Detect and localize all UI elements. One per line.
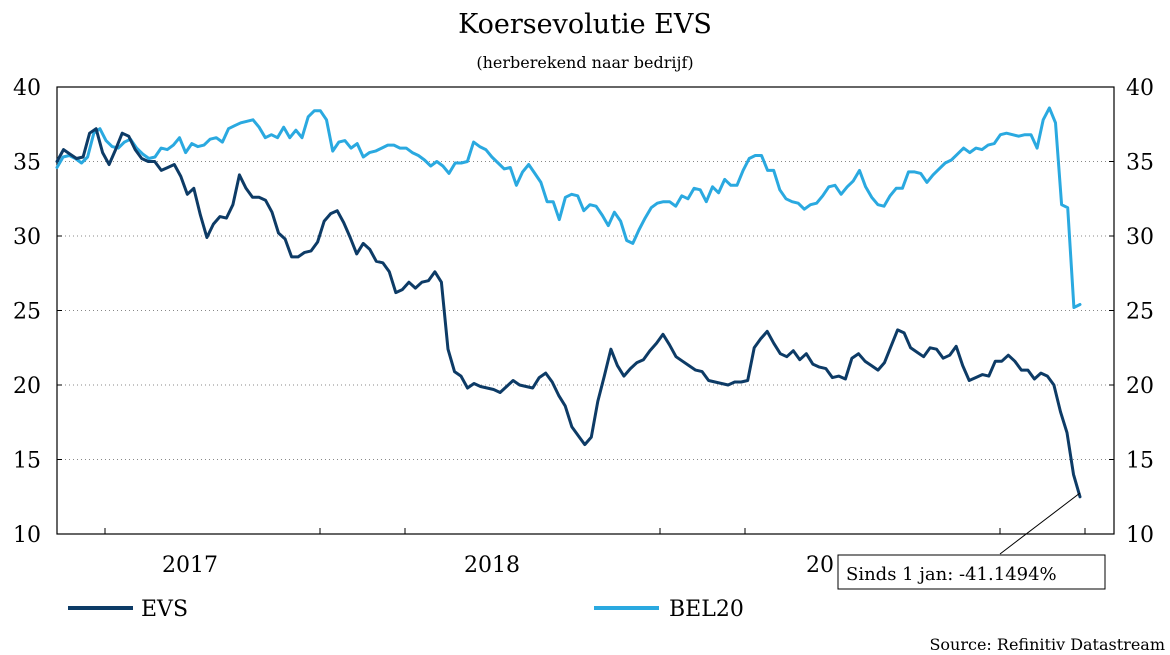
y-tick-label-right: 15	[1126, 449, 1154, 474]
y-tick-label-left: 10	[13, 523, 41, 548]
annotation-box	[837, 554, 1106, 590]
source-note: Source: Refinitiv Datastream	[929, 635, 1165, 654]
x-axis: 2017 2018 20	[104, 528, 1086, 578]
gridlines	[57, 161, 1114, 460]
y-tick-label-left: 25	[13, 300, 41, 325]
y-tick-label-right: 25	[1126, 300, 1154, 325]
legend-label-bel20: BEL20	[669, 597, 744, 622]
y-tick-label-right: 35	[1126, 151, 1154, 176]
y-tick-label-left: 40	[13, 76, 41, 101]
y-tick-label-left: 15	[13, 449, 41, 474]
series-layer	[55, 106, 1082, 499]
y-tick-label-left: 35	[13, 151, 41, 176]
y-tick-label-right: 20	[1126, 374, 1154, 399]
y-tick-label-right: 40	[1126, 76, 1154, 101]
chart-subtitle: (herberekend naar bedrijf)	[476, 53, 693, 72]
annotation-leader-line	[999, 492, 1081, 555]
y-tick-label-left: 30	[13, 225, 41, 250]
series-line-bel20	[55, 106, 1082, 309]
x-tick-label: 20	[806, 553, 834, 578]
x-tick-label: 2018	[464, 553, 520, 578]
y-tick-label-right: 10	[1126, 523, 1154, 548]
y-axis-left: 10 15 20 25 30 35 40	[13, 76, 62, 548]
legend-label-evs: EVS	[141, 597, 188, 622]
y-tick-label-right: 30	[1126, 225, 1154, 250]
annotation-text: Sinds 1 jan: -41.1494%	[846, 564, 1057, 585]
y-tick-label-left: 20	[13, 374, 41, 399]
y-axis-right: 10 15 20 25 30 35 40	[1109, 76, 1154, 548]
series-line-evs	[55, 127, 1082, 499]
x-tick-label: 2017	[162, 553, 218, 578]
legend: EVS BEL20	[68, 597, 744, 622]
chart-title: Koersevolutie EVS	[458, 9, 712, 40]
